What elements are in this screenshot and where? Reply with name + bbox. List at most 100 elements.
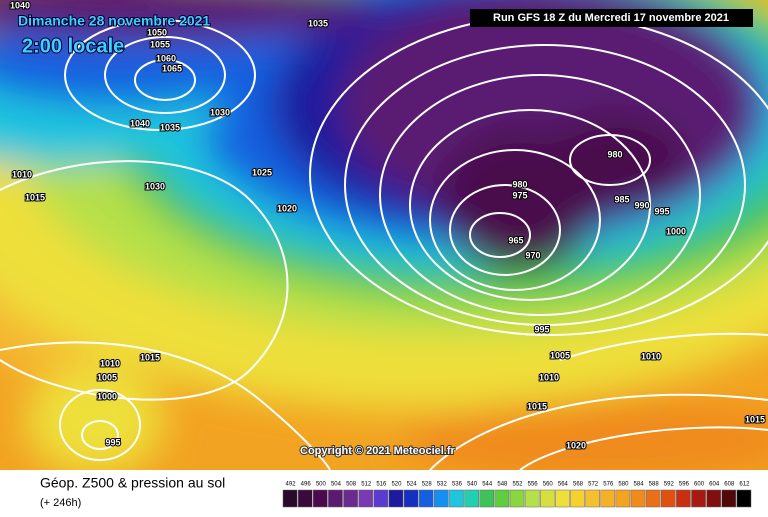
legend-swatch xyxy=(313,489,328,508)
isobar-label: 1040 xyxy=(130,118,150,128)
legend-swatch xyxy=(373,489,389,508)
legend-swatch xyxy=(343,489,358,508)
isobar-label: 1005 xyxy=(97,372,117,382)
legend-label: 508 xyxy=(346,482,357,488)
run-box xyxy=(470,9,753,27)
legend-swatch xyxy=(645,489,661,508)
legend-swatch xyxy=(524,489,540,508)
legend-label: 536 xyxy=(452,482,463,488)
isobar-label: 990 xyxy=(634,200,649,210)
isobar-label: 1055 xyxy=(150,39,170,49)
isobar-lines xyxy=(0,14,768,470)
forecast-time: 2:00 locale xyxy=(22,35,124,57)
legend-swatch xyxy=(297,489,313,508)
legend-label: 500 xyxy=(316,482,327,488)
legend-label: 612 xyxy=(739,482,750,488)
legend-label: 528 xyxy=(422,482,433,488)
legend-label: 604 xyxy=(709,482,720,488)
legend-swatch xyxy=(585,489,600,508)
isobar-label: 1015 xyxy=(140,352,160,362)
legend-label: 524 xyxy=(407,482,418,488)
legend-label: 576 xyxy=(603,482,614,488)
legend-swatch xyxy=(328,489,343,508)
isobar-label: 1065 xyxy=(162,63,182,73)
footer-title: Géop. Z500 & pression au sol xyxy=(40,475,225,491)
legend-swatch xyxy=(418,489,434,508)
legend-label: 572 xyxy=(588,482,599,488)
legend-swatch xyxy=(736,489,752,508)
legend-swatch xyxy=(403,489,419,508)
legend-swatch xyxy=(676,489,691,508)
isobar-label: 1015 xyxy=(527,401,547,411)
isobar-label: 975 xyxy=(512,190,527,200)
isobar-label: 1030 xyxy=(145,181,165,191)
legend-label: 584 xyxy=(634,482,645,488)
legend-label: 592 xyxy=(664,482,675,488)
legend-swatch xyxy=(570,489,585,508)
color-legend: 492 496 500 504 508 512 516 520 524 528 532 536 540 5… xyxy=(282,482,752,508)
legend-label: 504 xyxy=(331,482,342,488)
legend-label: 512 xyxy=(361,482,372,488)
legend-swatch xyxy=(539,489,555,508)
isobar-label: 1000 xyxy=(97,391,117,401)
legend-label: 520 xyxy=(391,482,402,488)
legend-swatch xyxy=(434,489,449,508)
legend-label: 552 xyxy=(512,482,523,488)
legend-swatch xyxy=(555,489,570,508)
legend-swatch xyxy=(282,489,298,508)
isobar-label: 1035 xyxy=(160,122,180,132)
legend-swatch xyxy=(464,489,479,508)
legend-swatch xyxy=(358,489,374,508)
isobar-label: 1010 xyxy=(100,358,120,368)
isobar-label: 965 xyxy=(508,235,523,245)
isobar-label: 1015 xyxy=(25,192,45,202)
legend-label: 564 xyxy=(558,482,569,488)
run-info: Run GFS 18 Z du Mercredi 17 novembre 202… xyxy=(493,12,729,24)
legend-swatch xyxy=(706,489,721,508)
legend-swatch xyxy=(691,489,706,508)
legend-label: 588 xyxy=(649,482,660,488)
legend-swatch xyxy=(449,489,464,508)
isobar-label: 1060 xyxy=(156,53,176,63)
isobar-label: 1015 xyxy=(745,414,765,424)
geopotential-field xyxy=(0,0,768,470)
isobar-label: 980 xyxy=(607,149,622,159)
forecast-date: Dimanche 28 novembre 2021 xyxy=(18,13,210,29)
footer-subtitle: (+ 246h) xyxy=(40,497,81,509)
legend-label: 548 xyxy=(497,482,508,488)
isobar-label: 1025 xyxy=(252,167,272,177)
legend-label: 544 xyxy=(482,482,493,488)
legend-swatch xyxy=(630,489,646,508)
legend-swatch xyxy=(494,489,510,508)
legend-label: 580 xyxy=(618,482,629,488)
legend-label: 516 xyxy=(376,482,387,488)
legend-label: 496 xyxy=(301,482,312,488)
legend-label: 492 xyxy=(286,482,297,488)
isobar-label: 1000 xyxy=(666,226,686,236)
isobar-label: 1020 xyxy=(566,440,586,450)
legend-label: 608 xyxy=(724,482,735,488)
legend-swatch xyxy=(600,489,616,508)
legend-label: 560 xyxy=(543,482,554,488)
isobar-label: 1030 xyxy=(210,107,230,117)
legend-label: 596 xyxy=(679,482,690,488)
isobar-label: 995 xyxy=(105,437,120,447)
isobar-label: 1035 xyxy=(308,18,328,28)
legend-label: 540 xyxy=(467,482,478,488)
isobar-label: 980 xyxy=(512,179,527,189)
legend-label: 600 xyxy=(694,482,705,488)
legend-label: 556 xyxy=(528,482,539,488)
legend-swatch xyxy=(479,489,495,508)
isobar-label: 985 xyxy=(614,194,629,204)
isobar-label: 1010 xyxy=(641,351,661,361)
isobar-label: 1010 xyxy=(539,372,559,382)
legend-swatch xyxy=(660,489,676,508)
isobar-label: 1005 xyxy=(550,350,570,360)
legend-label: 532 xyxy=(437,482,448,488)
legend-swatch xyxy=(721,489,737,508)
legend-swatch xyxy=(388,489,404,508)
isobar-label: 1050 xyxy=(147,27,167,37)
legend-swatch xyxy=(615,489,631,508)
